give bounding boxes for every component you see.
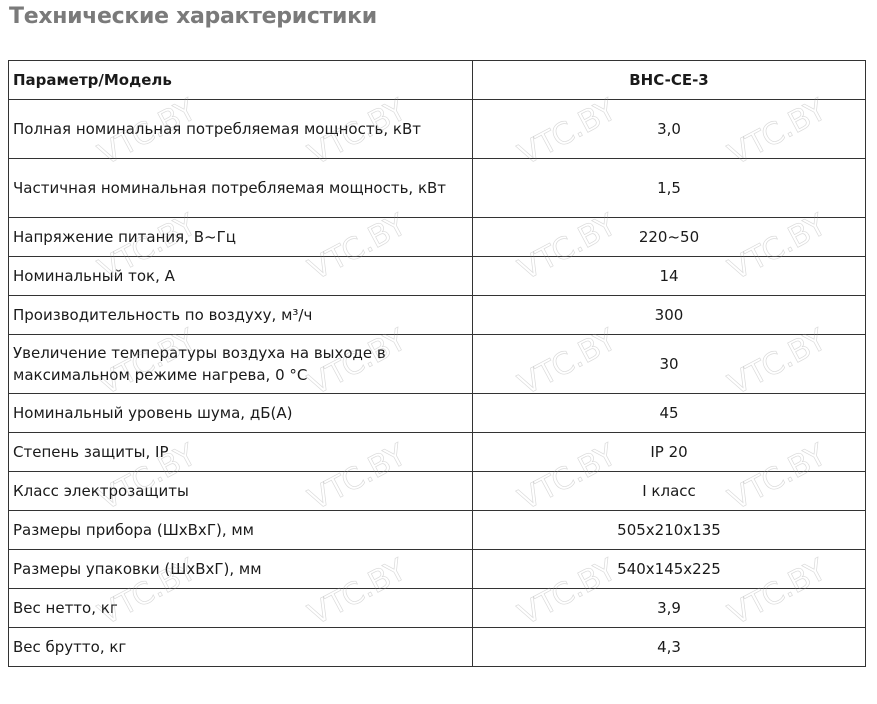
table-row: Вес брутто, кг 4,3 [8,627,866,667]
table-row: Полная номинальная потребляемая мощность… [8,99,866,159]
header-param: Параметр/Модель [8,60,473,100]
specs-table: Параметр/Модель BHC-CE-3 Полная номиналь… [8,60,866,667]
table-row: Напряжение питания, В~Гц 220~50 [8,217,866,257]
param-cell: Вес брутто, кг [8,627,473,667]
value-cell: 540x145x225 [472,549,866,589]
table-row: Вес нетто, кг 3,9 [8,588,866,628]
table-row: Номинальный уровень шума, дБ(А) 45 [8,393,866,433]
value-cell: 3,9 [472,588,866,628]
param-cell: Полная номинальная потребляемая мощность… [8,99,473,159]
table-row: Номинальный ток, А 14 [8,256,866,296]
param-cell: Производительность по воздуху, м³/ч [8,295,473,335]
header-model: BHC-CE-3 [472,60,866,100]
table-row: Размеры прибора (ШхВхГ), мм 505x210x135 [8,510,866,550]
param-cell: Напряжение питания, В~Гц [8,217,473,257]
value-cell: 220~50 [472,217,866,257]
table-row: Степень защиты, IP IP 20 [8,432,866,472]
value-cell: 1,5 [472,158,866,218]
param-cell: Размеры прибора (ШхВхГ), мм [8,510,473,550]
param-cell: Класс электрозащиты [8,471,473,511]
param-cell: Номинальный уровень шума, дБ(А) [8,393,473,433]
table-row: Увеличение температуры воздуха на выходе… [8,334,866,394]
param-cell: Частичная номинальная потребляемая мощно… [8,158,473,218]
table-header-row: Параметр/Модель BHC-CE-3 [8,60,866,100]
value-cell: 3,0 [472,99,866,159]
value-cell: I класс [472,471,866,511]
param-cell: Степень защиты, IP [8,432,473,472]
value-cell: IP 20 [472,432,866,472]
value-cell: 4,3 [472,627,866,667]
table-row: Размеры упаковки (ШхВхГ), мм 540x145x225 [8,549,866,589]
param-cell: Размеры упаковки (ШхВхГ), мм [8,549,473,589]
table-row: Класс электрозащиты I класс [8,471,866,511]
table-row: Производительность по воздуху, м³/ч 300 [8,295,866,335]
value-cell: 300 [472,295,866,335]
table-row: Частичная номинальная потребляемая мощно… [8,158,866,218]
value-cell: 45 [472,393,866,433]
value-cell: 505x210x135 [472,510,866,550]
param-cell: Номинальный ток, А [8,256,473,296]
section-title: Технические характеристики [9,4,377,29]
param-cell: Вес нетто, кг [8,588,473,628]
value-cell: 14 [472,256,866,296]
value-cell: 30 [472,334,866,394]
param-cell: Увеличение температуры воздуха на выходе… [8,334,473,394]
